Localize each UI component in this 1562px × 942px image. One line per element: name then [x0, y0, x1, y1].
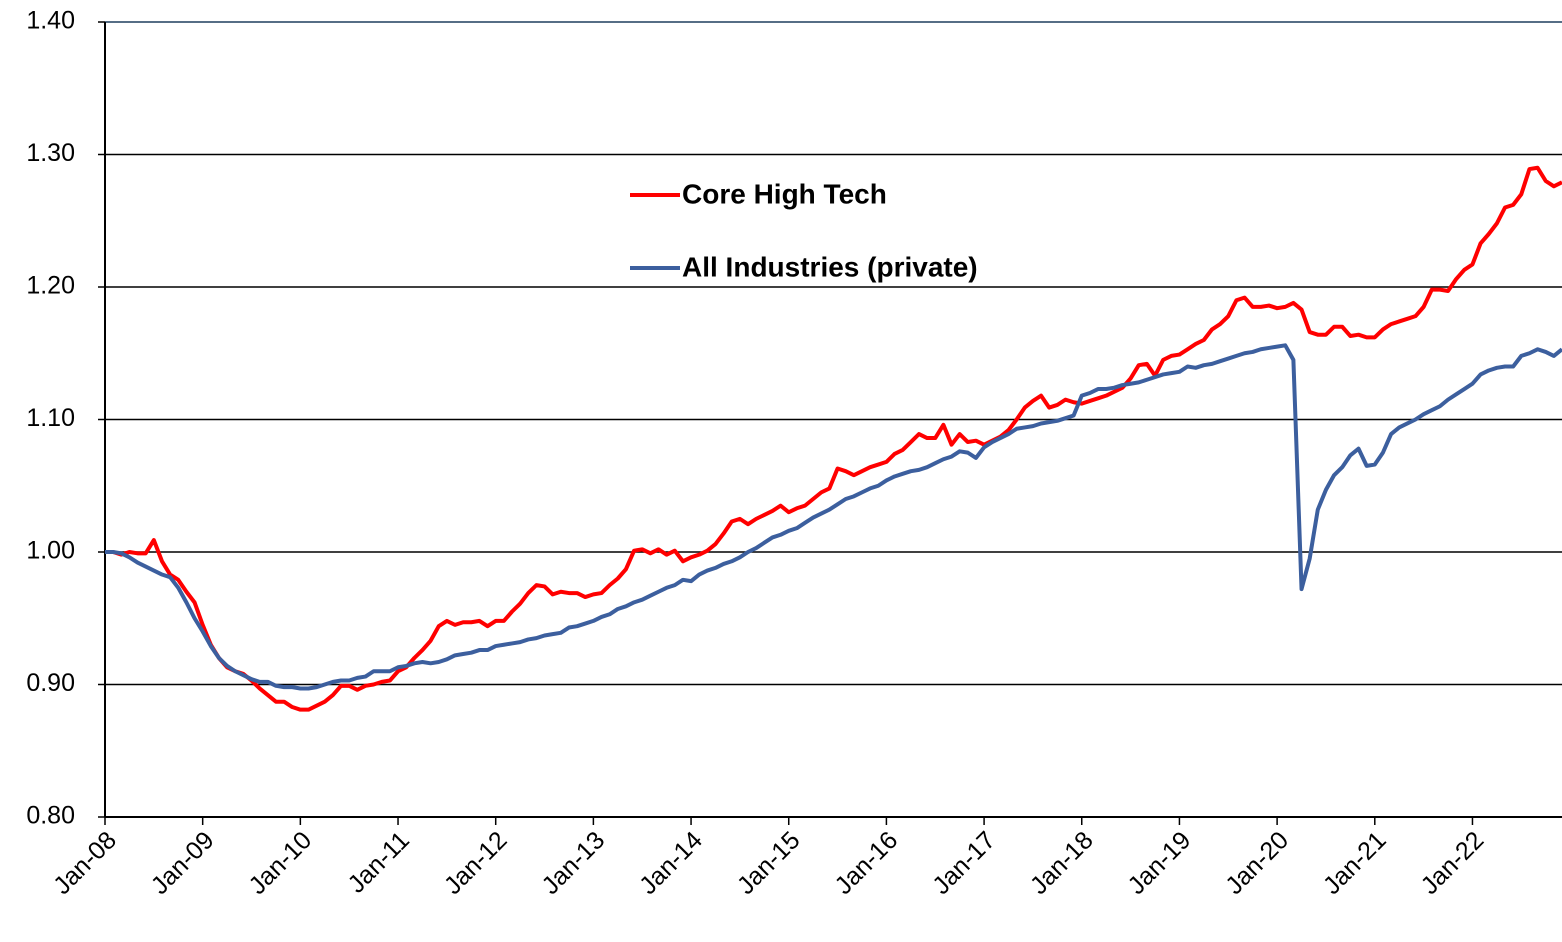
x-tick-label: Jan-15	[732, 826, 806, 900]
series-line	[105, 165, 1562, 712]
x-tick-label: Jan-18	[1025, 826, 1099, 900]
x-tick-label: Jan-13	[536, 826, 610, 900]
x-tick-label: Jan-09	[146, 826, 220, 900]
x-tick-label: Jan-22	[1416, 826, 1490, 900]
y-tick-label: 1.40	[26, 7, 75, 35]
series-line	[105, 343, 1562, 691]
x-tick-label: Jan-20	[1220, 826, 1294, 900]
x-tick-label: Jan-10	[243, 826, 317, 900]
y-tick-label: 1.10	[26, 404, 75, 432]
y-tick-label: 1.00	[26, 537, 75, 565]
y-tick-label: 1.20	[26, 272, 75, 300]
x-tick-label: Jan-21	[1318, 826, 1392, 900]
x-tick-label: Jan-08	[48, 826, 122, 900]
y-tick-label: 1.30	[26, 139, 75, 167]
x-tick-label: Jan-12	[439, 826, 513, 900]
legend-label: Core High Tech	[682, 178, 887, 209]
x-tick-label: Jan-14	[634, 826, 708, 900]
y-tick-label: 0.90	[26, 669, 75, 697]
y-tick-label: 0.80	[26, 802, 75, 830]
x-tick-label: Jan-17	[927, 826, 1001, 900]
x-tick-label: Jan-16	[829, 826, 903, 900]
x-tick-label: Jan-11	[342, 826, 415, 899]
legend-label: All Industries (private)	[682, 251, 978, 282]
x-tick-label: Jan-19	[1122, 826, 1196, 900]
